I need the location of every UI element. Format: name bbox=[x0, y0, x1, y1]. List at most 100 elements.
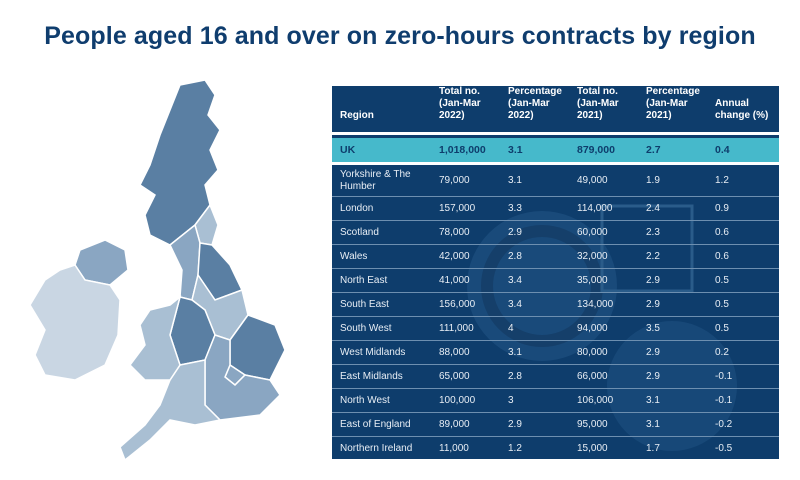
cell-value: 2.7 bbox=[646, 144, 661, 156]
cell-value: 879,000 bbox=[577, 144, 615, 156]
col-header-total-2021: Total no. (Jan-Mar 2021) bbox=[577, 86, 619, 121]
cell-region: East of England bbox=[340, 418, 411, 430]
table-row: Yorkshire & The Humber 79,000 3.1 49,000 1.9… bbox=[332, 165, 779, 197]
cell-value: 3 bbox=[508, 394, 514, 406]
cell-value: 3.1 bbox=[508, 174, 522, 186]
cell-region: East Midlands bbox=[340, 370, 403, 382]
cell-value: 60,000 bbox=[577, 226, 608, 238]
cell-value: 2.4 bbox=[646, 202, 660, 214]
cell-value: 0.6 bbox=[715, 226, 729, 238]
cell-value: 1.7 bbox=[646, 442, 660, 454]
cell-region: Wales bbox=[340, 250, 368, 262]
cell-value: 88,000 bbox=[439, 346, 470, 358]
cell-value: 2.9 bbox=[646, 370, 660, 382]
cell-value: 32,000 bbox=[577, 250, 608, 262]
table-row: London 157,000 3.3 114,000 2.4 0.9 bbox=[332, 197, 779, 221]
cell-value: 0.9 bbox=[715, 202, 729, 214]
cell-value: 2.8 bbox=[508, 370, 522, 382]
uk-region-map bbox=[29, 79, 286, 462]
cell-value: 3.5 bbox=[646, 322, 660, 334]
cell-value: 15,000 bbox=[577, 442, 608, 454]
page-title: People aged 16 and over on zero-hours co… bbox=[44, 22, 756, 50]
cell-value: 0.5 bbox=[715, 322, 729, 334]
table-row-highlight: UK 1,018,000 3.1 879,000 2.7 0.4 bbox=[332, 138, 779, 165]
cell-value: 3.3 bbox=[508, 202, 522, 214]
cell-value: 100,000 bbox=[439, 394, 476, 406]
cell-value: 49,000 bbox=[577, 174, 608, 186]
clock-calendar-watermark bbox=[467, 204, 737, 451]
cell-region: Scotland bbox=[340, 226, 379, 238]
cell-value: 2.9 bbox=[646, 346, 660, 358]
cell-value: 106,000 bbox=[577, 394, 614, 406]
cell-value: 4 bbox=[508, 322, 514, 334]
cell-value: 2.9 bbox=[508, 226, 522, 238]
cell-value: 1.9 bbox=[646, 174, 660, 186]
cell-value: 89,000 bbox=[439, 418, 470, 430]
table-row: South West 111,000 4 94,000 3.5 0.5 bbox=[332, 317, 779, 341]
cell-value: 2.9 bbox=[646, 274, 660, 286]
cell-value: 80,000 bbox=[577, 346, 608, 358]
table-row: East Midlands 65,000 2.8 66,000 2.9 -0.1 bbox=[332, 365, 779, 389]
cell-value: -0.5 bbox=[715, 442, 733, 454]
cell-value: 157,000 bbox=[439, 202, 476, 214]
map-region-south-west bbox=[119, 359, 222, 462]
cell-value: 3.1 bbox=[508, 144, 523, 156]
cell-value: 0.2 bbox=[715, 346, 729, 358]
cell-value: -0.2 bbox=[715, 418, 733, 430]
cell-value: 11,000 bbox=[439, 442, 469, 454]
table-row: North West 100,000 3 106,000 3.1 -0.1 bbox=[332, 389, 779, 413]
table-row: North East 41,000 3.4 35,000 2.9 0.5 bbox=[332, 269, 779, 293]
cell-value: 0.5 bbox=[715, 298, 729, 310]
cell-value: 35,000 bbox=[577, 274, 608, 286]
cell-region: South West bbox=[340, 322, 392, 334]
cell-value: 95,000 bbox=[577, 418, 608, 430]
cell-value: 111,000 bbox=[439, 322, 474, 334]
cell-value: 2.9 bbox=[646, 298, 660, 310]
cell-region: London bbox=[340, 202, 374, 214]
cell-value: 0.5 bbox=[715, 274, 729, 286]
col-header-region: Region bbox=[340, 110, 374, 121]
cell-value: 94,000 bbox=[577, 322, 608, 334]
cell-value: 0.6 bbox=[715, 250, 729, 262]
col-header-annual-change: Annual change (%) bbox=[715, 98, 769, 121]
cell-value: 0.4 bbox=[715, 144, 730, 156]
cell-value: -0.1 bbox=[715, 370, 733, 382]
cell-value: 79,000 bbox=[439, 174, 470, 186]
cell-value: 2.2 bbox=[646, 250, 660, 262]
cell-value: 3.1 bbox=[646, 394, 660, 406]
cell-region: Northern Ireland bbox=[340, 442, 413, 454]
cell-value: 3.1 bbox=[508, 346, 522, 358]
cell-value: 66,000 bbox=[577, 370, 608, 382]
cell-value: 2.3 bbox=[646, 226, 660, 238]
table-row: South East 156,000 3.4 134,000 2.9 0.5 bbox=[332, 293, 779, 317]
table-header: Region Total no. (Jan-Mar 2022) Percenta… bbox=[332, 86, 779, 135]
cell-value: 3.4 bbox=[508, 298, 522, 310]
cell-value: 41,000 bbox=[439, 274, 470, 286]
col-header-pct-2022: Percentage (Jan-Mar 2022) bbox=[508, 86, 562, 121]
cell-region: Yorkshire & The Humber bbox=[340, 168, 411, 192]
cell-value: 2.9 bbox=[508, 418, 522, 430]
table-row: East of England 89,000 2.9 95,000 3.1 -0.2 bbox=[332, 413, 779, 437]
table-row: Wales 42,000 2.8 32,000 2.2 0.6 bbox=[332, 245, 779, 269]
cell-value: -0.1 bbox=[715, 394, 733, 406]
cell-value: 1,018,000 bbox=[439, 144, 486, 156]
cell-region: North East bbox=[340, 274, 388, 286]
col-header-total-2022: Total no. (Jan-Mar 2022) bbox=[439, 86, 481, 121]
cell-value: 156,000 bbox=[439, 298, 476, 310]
table-row: West Midlands 88,000 3.1 80,000 2.9 0.2 bbox=[332, 341, 779, 365]
map-region-wales bbox=[129, 294, 182, 381]
cell-value: 65,000 bbox=[439, 370, 470, 382]
col-header-pct-2021: Percentage (Jan-Mar 2021) bbox=[646, 86, 700, 121]
map-ireland bbox=[29, 264, 121, 381]
data-table: Region Total no. (Jan-Mar 2022) Percenta… bbox=[332, 86, 779, 459]
cell-value: 1.2 bbox=[508, 442, 522, 454]
cell-value: 3.1 bbox=[646, 418, 660, 430]
cell-region: South East bbox=[340, 298, 389, 310]
cell-value: 134,000 bbox=[577, 298, 614, 310]
table-row: Scotland 78,000 2.9 60,000 2.3 0.6 bbox=[332, 221, 779, 245]
cell-region: West Midlands bbox=[340, 346, 406, 358]
cell-value: 42,000 bbox=[439, 250, 470, 262]
cell-region: UK bbox=[340, 144, 356, 156]
cell-value: 3.4 bbox=[508, 274, 522, 286]
cell-region: North West bbox=[340, 394, 390, 406]
